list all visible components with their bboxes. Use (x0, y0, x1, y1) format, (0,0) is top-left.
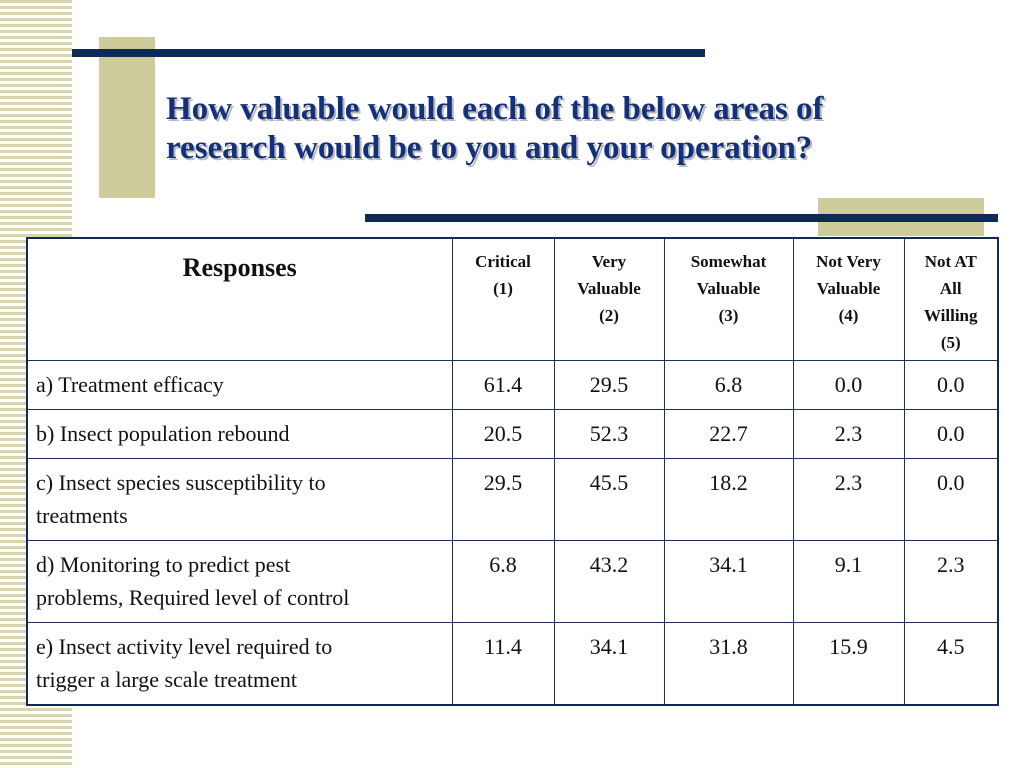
header-line: Valuable (577, 279, 641, 298)
slide-title: How valuable would each of the below are… (166, 90, 986, 168)
cell-somewhat-valuable: 31.8 (663, 622, 794, 706)
table-row: d) Monitoring to predict pest problems, … (26, 540, 999, 623)
header-line: (1) (493, 279, 513, 298)
row-label-line: c) Insect species susceptibility to (36, 470, 326, 495)
cell-not-at-all-willing: 0.0 (903, 458, 999, 541)
navy-rule-bottom (365, 214, 998, 222)
cell-critical: 29.5 (451, 458, 555, 541)
header-line: Very (591, 252, 627, 271)
cell-not-very-valuable: 9.1 (792, 540, 905, 623)
header-line: Valuable (696, 279, 761, 298)
header-line: Somewhat (690, 252, 767, 271)
table-row: c) Insect species susceptibility to trea… (26, 458, 999, 541)
somewhat-valuable-column-header: Somewhat Valuable (3) (663, 237, 794, 361)
very-valuable-column-header: Very Valuable (2) (553, 237, 665, 361)
cell-somewhat-valuable: 18.2 (663, 458, 794, 541)
row-label-line: trigger a large scale treatment (36, 667, 298, 692)
table-row: a) Treatment efficacy 61.4 29.5 6.8 0.0 … (26, 360, 999, 410)
cell-not-at-all-willing: 4.5 (903, 622, 999, 706)
row-label-line: d) Monitoring to predict pest (36, 552, 291, 577)
navy-rule-top (72, 49, 705, 57)
cell-very-valuable: 34.1 (553, 622, 665, 706)
cell-critical: 6.8 (451, 540, 555, 623)
cell-very-valuable: 45.5 (553, 458, 665, 541)
table-header-row: Responses Critical (1) Very Valuable (2)… (26, 237, 999, 361)
cell-not-very-valuable: 2.3 (792, 409, 905, 459)
header-line: Valuable (816, 279, 881, 298)
row-label: b) Insect population rebound (26, 409, 453, 459)
row-label: c) Insect species susceptibility to trea… (26, 458, 453, 541)
header-line: (4) (838, 306, 859, 325)
not-very-valuable-column-header: Not Very Valuable (4) (792, 237, 905, 361)
row-label: e) Insect activity level required to tri… (26, 622, 453, 706)
cell-not-at-all-willing: 0.0 (903, 409, 999, 459)
cell-not-very-valuable: 2.3 (792, 458, 905, 541)
header-line: (5) (940, 333, 961, 352)
header-line: Not Very (816, 252, 881, 271)
table-row: b) Insect population rebound 20.5 52.3 2… (26, 409, 999, 459)
header-line: Willing (923, 306, 978, 325)
header-line: Not AT (924, 252, 977, 271)
header-line: Critical (475, 252, 531, 271)
row-label: d) Monitoring to predict pest problems, … (26, 540, 453, 623)
row-label: a) Treatment efficacy (26, 360, 453, 410)
header-line: (2) (599, 306, 619, 325)
header-line: All (939, 279, 962, 298)
cell-critical: 61.4 (451, 360, 555, 410)
table-row: e) Insect activity level required to tri… (26, 622, 999, 706)
row-label-line: e) Insect activity level required to (36, 634, 333, 659)
slide-title-line: How valuable would each of the below are… (166, 91, 824, 127)
cell-somewhat-valuable: 6.8 (663, 360, 794, 410)
cell-somewhat-valuable: 34.1 (663, 540, 794, 623)
row-label-line: a) Treatment efficacy (36, 372, 224, 397)
row-label-line: b) Insect population rebound (36, 421, 290, 446)
cell-somewhat-valuable: 22.7 (663, 409, 794, 459)
cell-not-very-valuable: 0.0 (792, 360, 905, 410)
slide-title-line: research would be to you and your operat… (166, 130, 813, 166)
cell-not-at-all-willing: 2.3 (903, 540, 999, 623)
cell-not-at-all-willing: 0.0 (903, 360, 999, 410)
cell-not-very-valuable: 15.9 (792, 622, 905, 706)
cell-very-valuable: 43.2 (553, 540, 665, 623)
cell-very-valuable: 52.3 (553, 409, 665, 459)
row-label-line: problems, Required level of control (36, 585, 350, 610)
cell-very-valuable: 29.5 (553, 360, 665, 410)
cell-critical: 11.4 (451, 622, 555, 706)
tan-accent-block-top (99, 37, 155, 198)
cell-critical: 20.5 (451, 409, 555, 459)
responses-table: Responses Critical (1) Very Valuable (2)… (26, 237, 999, 706)
row-label-line: treatments (36, 503, 128, 528)
responses-column-header: Responses (26, 237, 453, 361)
header-line: (3) (718, 306, 739, 325)
critical-column-header: Critical (1) (451, 237, 555, 361)
not-at-all-willing-column-header: Not AT All Willing (5) (903, 237, 999, 361)
